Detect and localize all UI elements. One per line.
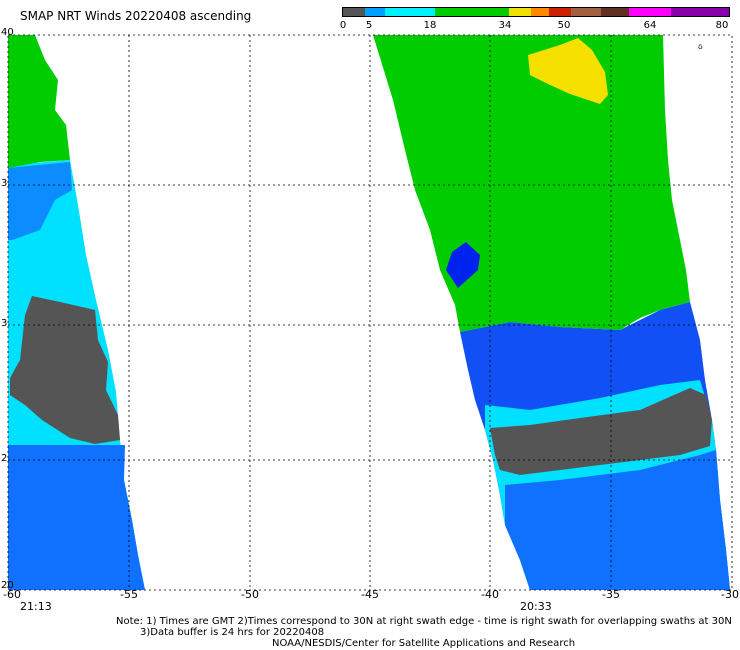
right-swath-strong-wind xyxy=(528,38,608,104)
legend-label: 0 xyxy=(339,20,347,31)
footnote-line-1: Note: 1) Times are GMT 2)Times correspon… xyxy=(116,616,732,627)
right-swath-moderate-wind xyxy=(373,35,690,332)
lon-label: -30 xyxy=(721,588,739,601)
right-swath-blue-lower xyxy=(505,450,730,590)
legend-swatch-0 xyxy=(343,8,365,16)
lon-label: -45 xyxy=(361,588,379,601)
lon-label: -60 xyxy=(3,588,21,601)
corner-mark: ᵟ xyxy=(698,42,703,56)
legend-label: 5 xyxy=(365,20,373,31)
legend-swatch-10 xyxy=(671,8,729,16)
left-swath xyxy=(8,35,145,590)
legend-label: 80 xyxy=(715,20,729,31)
footnote-line-2: 3)Data buffer is 24 hrs for 20220408 xyxy=(140,627,325,638)
map-frame xyxy=(7,34,733,591)
right-swath-time: 20:33 xyxy=(520,600,552,613)
credit-line: NOAA/NESDIS/Center for Satellite Applica… xyxy=(272,638,576,649)
lon-label: -35 xyxy=(602,588,620,601)
legend-label: 34 xyxy=(498,20,512,31)
lon-label: -40 xyxy=(481,588,499,601)
map-title: SMAP NRT Winds 20220408 ascending xyxy=(20,9,252,23)
legend-swatch-4 xyxy=(509,8,531,16)
lon-label: -50 xyxy=(241,588,259,601)
legend-swatch-2 xyxy=(385,8,435,16)
left-swath-blue-bottom xyxy=(8,445,145,590)
lat-label: 40 xyxy=(1,27,14,38)
lat-label: 2 xyxy=(1,453,8,464)
left-swath-blue-top xyxy=(8,162,72,240)
lat-label: 3 xyxy=(1,318,8,329)
legend-swatch-8 xyxy=(601,8,629,16)
left-swath-time: 21:13 xyxy=(20,600,52,613)
wind-speed-color-bar xyxy=(342,7,730,17)
right-swath xyxy=(373,35,730,590)
legend-swatch-5 xyxy=(531,8,549,16)
legend-label: 50 xyxy=(557,20,571,31)
lat-lon-grid xyxy=(8,35,732,590)
lon-label: -55 xyxy=(120,588,138,601)
left-swath-calm-region xyxy=(10,296,120,444)
legend-swatch-7 xyxy=(571,8,601,16)
legend-swatch-3 xyxy=(435,8,509,16)
legend-swatch-6 xyxy=(549,8,571,16)
legend-label: 64 xyxy=(643,20,657,31)
lat-label: 20 xyxy=(1,580,14,591)
legend-swatch-1 xyxy=(365,8,385,16)
left-swath-moderate-wind xyxy=(8,35,70,168)
lat-label: 3 xyxy=(1,178,8,189)
right-swath-calm-band xyxy=(490,388,712,475)
right-swath-blue-spot xyxy=(446,242,480,288)
legend-swatch-9 xyxy=(629,8,671,16)
legend-label: 18 xyxy=(423,20,437,31)
